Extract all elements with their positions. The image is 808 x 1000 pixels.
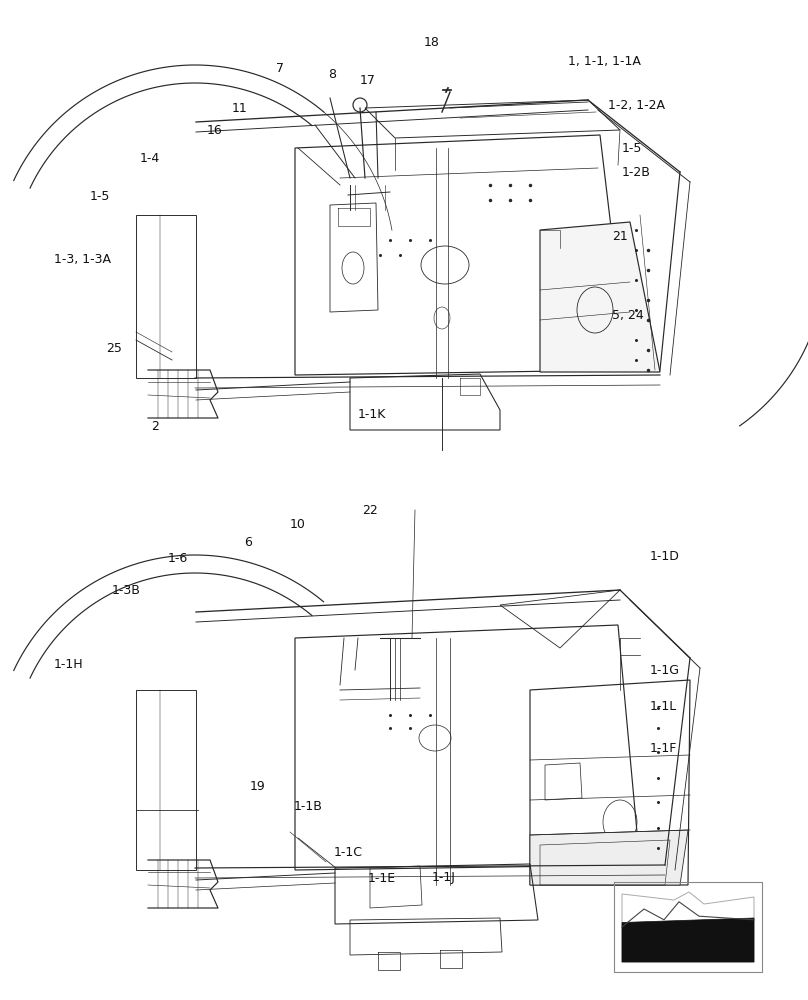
Text: 1-1H: 1-1H — [54, 658, 83, 670]
Text: 1-1J: 1-1J — [432, 871, 456, 884]
Text: 21: 21 — [612, 230, 628, 242]
Polygon shape — [622, 892, 754, 962]
Polygon shape — [530, 830, 688, 885]
Text: 1-5: 1-5 — [90, 190, 110, 202]
Text: 11: 11 — [232, 102, 248, 114]
Text: 1-1F: 1-1F — [650, 742, 677, 754]
Text: 5, 24: 5, 24 — [612, 310, 644, 322]
Text: 17: 17 — [360, 74, 376, 87]
Text: 10: 10 — [290, 518, 306, 530]
Text: 19: 19 — [250, 780, 266, 792]
Text: 1-3, 1-3A: 1-3, 1-3A — [54, 253, 111, 266]
Text: 22: 22 — [362, 504, 378, 516]
Text: 16: 16 — [207, 123, 223, 136]
Text: 18: 18 — [424, 35, 440, 48]
Polygon shape — [540, 222, 660, 372]
Text: 1-1L: 1-1L — [650, 700, 677, 712]
Text: 8: 8 — [328, 68, 336, 81]
Text: 1, 1-1, 1-1A: 1, 1-1, 1-1A — [568, 55, 641, 68]
Text: 1-4: 1-4 — [140, 151, 160, 164]
Polygon shape — [622, 918, 754, 962]
Text: 2: 2 — [151, 420, 159, 432]
Text: 1-2B: 1-2B — [622, 165, 651, 178]
Text: 1-5: 1-5 — [622, 141, 642, 154]
Text: 1-6: 1-6 — [168, 552, 188, 564]
Text: 1-3B: 1-3B — [112, 584, 141, 596]
Text: 1-1E: 1-1E — [368, 871, 396, 884]
Text: 1-1B: 1-1B — [293, 800, 322, 812]
Text: 1-1D: 1-1D — [650, 550, 680, 562]
Text: 1-2, 1-2A: 1-2, 1-2A — [608, 100, 665, 112]
Text: 1-1K: 1-1K — [358, 408, 386, 420]
Text: 6: 6 — [244, 536, 252, 548]
Text: 25: 25 — [106, 342, 122, 355]
Text: 1-1C: 1-1C — [334, 846, 363, 858]
Text: 1-1G: 1-1G — [650, 664, 680, 676]
Text: 7: 7 — [276, 62, 284, 75]
